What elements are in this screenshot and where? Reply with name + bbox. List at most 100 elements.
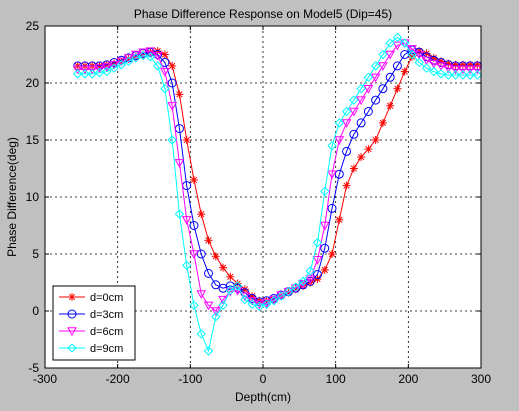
data-point <box>313 275 322 284</box>
data-point <box>116 57 127 67</box>
data-point <box>370 61 381 71</box>
data-point <box>138 48 148 58</box>
data-point <box>138 50 148 61</box>
y-tick-label: -5 <box>28 361 39 375</box>
data-point <box>370 73 381 83</box>
legend-marker <box>68 293 76 301</box>
data-point <box>399 38 410 48</box>
data-point <box>443 70 454 80</box>
data-point <box>457 65 468 75</box>
data-point <box>364 145 373 154</box>
data-point <box>313 270 322 280</box>
legend-label: d=6cm <box>90 326 123 338</box>
data-point <box>160 67 170 77</box>
legend-label: d=3cm <box>90 309 123 321</box>
data-point <box>371 95 381 105</box>
data-point <box>204 268 213 278</box>
data-point <box>356 96 366 106</box>
data-point <box>472 65 483 75</box>
data-point <box>219 263 228 272</box>
x-axis-label: Depth(cm) <box>235 390 291 404</box>
data-point <box>363 72 374 83</box>
data-point <box>385 38 395 48</box>
data-point <box>356 83 366 94</box>
data-point <box>174 159 185 168</box>
data-point <box>465 65 475 75</box>
series-line <box>77 36 478 353</box>
data-point <box>357 153 366 162</box>
x-tick-label: -200 <box>106 372 130 386</box>
data-point <box>196 249 206 259</box>
data-point <box>197 210 206 219</box>
data-point <box>385 72 395 82</box>
data-point <box>472 70 483 80</box>
data-point <box>436 69 446 79</box>
data-point <box>400 67 409 76</box>
data-point <box>247 299 257 309</box>
data-point <box>327 140 337 151</box>
data-point <box>342 146 352 156</box>
data-point <box>473 60 482 69</box>
data-point <box>102 66 112 77</box>
data-point <box>334 136 345 146</box>
data-point <box>123 54 134 63</box>
data-point <box>349 164 358 173</box>
data-point <box>218 295 228 305</box>
data-point <box>320 265 329 274</box>
data-point <box>436 62 446 71</box>
grid-lines <box>45 26 481 368</box>
data-point <box>160 50 169 59</box>
series-2 <box>72 39 483 317</box>
axis-ticks: -300 -200 -100 0 100 200 300 -5 0 5 10 15 20 25 <box>26 19 492 386</box>
data-point <box>210 307 221 317</box>
data-point <box>182 136 191 144</box>
y-tick-label: 25 <box>26 19 40 33</box>
data-point <box>167 135 177 145</box>
series-3 <box>72 32 483 356</box>
data-point <box>393 84 402 93</box>
data-point <box>328 250 337 258</box>
data-point <box>254 301 265 312</box>
data-point <box>240 294 250 305</box>
x-tick-label: 300 <box>471 372 491 386</box>
data-point <box>145 47 156 57</box>
data-point <box>225 285 236 296</box>
data-point <box>109 63 119 73</box>
data-point <box>327 203 337 213</box>
data-point <box>153 50 163 59</box>
data-point <box>123 56 134 67</box>
data-point <box>334 118 345 128</box>
data-point <box>450 70 461 80</box>
data-point <box>276 291 286 301</box>
data-point <box>363 85 374 94</box>
data-point <box>378 118 387 127</box>
data-point <box>400 50 410 59</box>
data-point <box>349 95 359 105</box>
y-tick-label: 5 <box>32 247 39 261</box>
data-point <box>385 50 396 60</box>
data-point <box>80 69 90 79</box>
data-point <box>247 297 257 306</box>
x-tick-label: 200 <box>398 372 418 386</box>
data-point <box>378 84 388 94</box>
data-point <box>167 102 178 111</box>
data-point <box>327 170 337 180</box>
y-tick-label: 10 <box>26 190 40 204</box>
data-point <box>94 68 105 78</box>
y-tick-label: 0 <box>32 304 39 318</box>
data-point <box>160 83 170 94</box>
x-tick-label: 100 <box>326 372 346 386</box>
data-point <box>341 106 352 117</box>
data-point <box>465 70 475 80</box>
data-point <box>320 186 330 197</box>
data-point <box>101 63 112 73</box>
data-point <box>130 50 141 60</box>
data-point <box>203 346 214 356</box>
data-point <box>233 279 242 288</box>
data-point <box>283 286 294 297</box>
data-point <box>94 64 105 74</box>
legend-marker <box>67 327 77 337</box>
data-point <box>269 296 279 306</box>
